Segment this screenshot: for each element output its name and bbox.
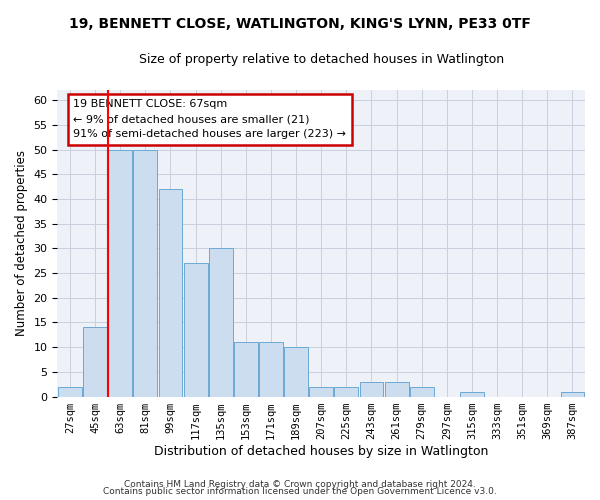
Text: Contains HM Land Registry data © Crown copyright and database right 2024.: Contains HM Land Registry data © Crown c… <box>124 480 476 489</box>
Bar <box>560 392 584 396</box>
Bar <box>133 150 157 396</box>
Y-axis label: Number of detached properties: Number of detached properties <box>15 150 28 336</box>
Bar <box>234 342 258 396</box>
X-axis label: Distribution of detached houses by size in Watlington: Distribution of detached houses by size … <box>154 444 488 458</box>
Bar <box>460 392 484 396</box>
Bar <box>83 328 107 396</box>
Bar <box>58 386 82 396</box>
Bar <box>184 263 208 396</box>
Bar <box>359 382 383 396</box>
Bar <box>309 386 333 396</box>
Bar <box>410 386 434 396</box>
Text: 19 BENNETT CLOSE: 67sqm
← 9% of detached houses are smaller (21)
91% of semi-det: 19 BENNETT CLOSE: 67sqm ← 9% of detached… <box>73 100 346 139</box>
Bar <box>158 189 182 396</box>
Bar <box>284 347 308 397</box>
Bar <box>385 382 409 396</box>
Text: Contains public sector information licensed under the Open Government Licence v3: Contains public sector information licen… <box>103 487 497 496</box>
Bar <box>334 386 358 396</box>
Bar <box>108 150 132 396</box>
Text: 19, BENNETT CLOSE, WATLINGTON, KING'S LYNN, PE33 0TF: 19, BENNETT CLOSE, WATLINGTON, KING'S LY… <box>69 18 531 32</box>
Title: Size of property relative to detached houses in Watlington: Size of property relative to detached ho… <box>139 52 504 66</box>
Bar <box>259 342 283 396</box>
Bar <box>209 248 233 396</box>
